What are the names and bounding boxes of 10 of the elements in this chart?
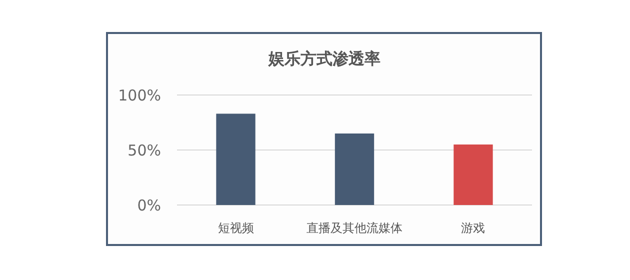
x-tick-label: 短视频: [218, 221, 254, 235]
y-tick-label: 100%: [118, 86, 161, 104]
y-tick-label: 50%: [128, 141, 161, 160]
y-tick-label: 0%: [137, 196, 161, 214]
bar: [334, 134, 374, 205]
x-tick-label: 游戏: [461, 221, 486, 235]
bar: [454, 144, 493, 205]
bar: [216, 114, 256, 205]
chart-title: 娱乐方式渗透率: [268, 49, 380, 68]
x-tick-label: 直播及其他流媒体: [306, 221, 402, 235]
